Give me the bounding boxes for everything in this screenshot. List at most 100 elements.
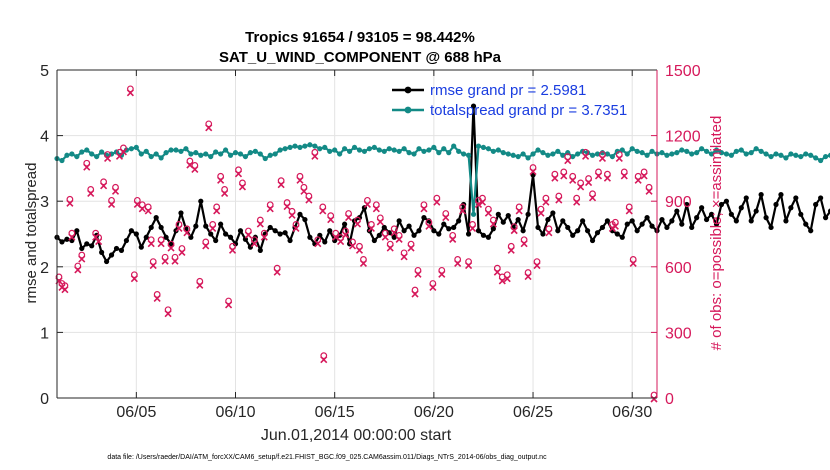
obs-assimilated-marker [449,235,457,243]
obs-possible-marker [239,179,246,187]
obs-count-point [560,168,568,180]
obs-possible-marker [515,203,523,211]
obs-count-point [138,201,146,213]
obs-count-point [359,256,368,267]
obs-count-point [493,264,501,276]
footer-datafile: data file: /Users/raeder/DAI/ATM_forcXX/… [107,454,547,461]
rmse-point [232,241,239,247]
obs-assimilated-marker [498,277,506,285]
obs-possible-marker [104,151,111,158]
x-tick-label: 06/15 [315,404,355,421]
rmse-point [123,237,130,244]
totalspread-point [297,144,303,151]
totalspread-point [684,148,690,154]
obs-possible-marker [386,240,394,248]
totalspread-point [307,142,313,148]
totalspread-point [490,148,496,154]
obs-count-point [615,151,623,163]
obs-count-point [300,183,308,195]
obs-possible-marker [66,195,74,203]
obs-possible-marker [266,201,274,209]
obs-count-point [61,282,69,294]
obs-count-point [119,144,128,156]
totalspread-point [337,151,343,157]
rmse-point [74,228,80,234]
rmse-point [381,224,387,231]
totalspread-point [322,144,328,151]
totalspread-point [619,147,625,153]
obs-possible-marker [196,277,204,285]
rmse-point [703,216,710,223]
obs-possible-marker [186,157,194,165]
rmse-point [376,232,382,238]
obs-possible-marker [95,234,103,241]
obs-count-point [130,271,138,283]
obs-assimilated-marker [420,205,428,213]
obs-assimilated-marker [314,240,322,248]
obs-possible-marker [429,280,437,287]
obs-possible-marker [569,172,577,180]
totalspread-point [560,152,566,158]
rmse-point [237,228,244,234]
obs-possible-marker [485,205,492,213]
obs-possible-marker [157,236,165,244]
obs-count-point [191,161,199,173]
rmse-point [307,234,313,240]
obs-possible-marker [595,168,602,176]
legend-rmse-marker [404,86,412,94]
totalspread-point [386,146,392,152]
obs-count-point [167,240,175,252]
rmse-point [401,228,407,234]
obs-assimilated-marker [196,281,204,289]
obs-count-point [420,201,428,213]
totalspread-point [708,151,715,157]
obs-assimilated-marker [353,220,362,228]
obs-assimilated-marker [111,187,120,195]
totalspread-point [525,155,531,161]
obs-assimilated-marker [381,233,389,241]
rmse-point [570,232,576,238]
obs-count-point [433,194,441,206]
obs-count-point [459,203,467,215]
obs-assimilated-marker [425,222,433,230]
obs-possible-marker [327,212,335,220]
obs-possible-marker [354,216,361,224]
totalspread-point [178,148,184,154]
obs-assimilated-marker [250,240,258,248]
obs-possible-marker [367,221,375,228]
obs-count-point [273,264,281,276]
obs-count-point [395,231,403,243]
totalspread-point [550,151,556,157]
legend-totalspread-marker [404,106,412,114]
obs-assimilated-marker [234,170,243,178]
obs-assimilated-marker [489,220,497,228]
obs-assimilated-marker [510,227,518,235]
obs-possible-marker [545,225,553,233]
grid [57,70,657,398]
obs-possible-marker [438,266,446,274]
obs-possible-marker [221,186,229,193]
totalspread-point [148,153,154,160]
obs-assimilated-marker [478,198,487,206]
totalspread-point [793,152,799,158]
legend: rmse grand pr = 2.5981 totalspread grand… [392,82,627,119]
obs-count-point [429,280,437,292]
series-layer [54,103,830,265]
obs-assimilated-marker [311,152,319,160]
obs-possible-marker [149,258,157,266]
y-tick-label-left: 5 [40,63,49,80]
obs-count-point [149,258,157,270]
rmse-point [163,234,169,240]
obs-possible-marker [585,175,592,182]
obs-possible-marker [364,196,371,204]
obs-assimilated-marker [493,268,501,276]
totalspread-point [227,152,234,158]
obs-count-point [234,166,243,178]
y-tick-label-left: 4 [40,129,49,146]
totalspread-point [594,151,601,157]
obs-possible-marker [130,271,138,279]
obs-possible-marker [311,148,319,156]
obs-assimilated-marker [161,257,169,265]
obs-assimilated-marker [126,89,134,97]
obs-assimilated-marker [266,205,274,213]
